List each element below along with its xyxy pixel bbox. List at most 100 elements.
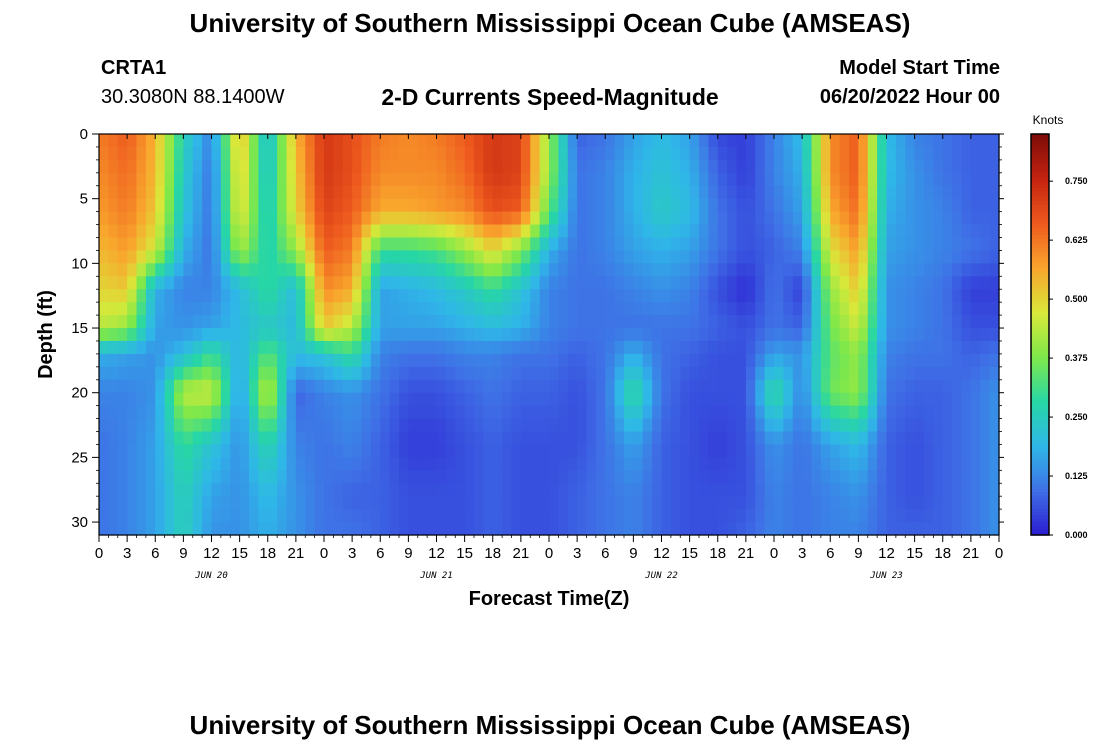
heatmap-cell: [717, 509, 728, 523]
heatmap-cell: [764, 392, 775, 407]
heatmap-cell: [530, 379, 541, 394]
heatmap-cell: [408, 198, 419, 213]
x-tick-label: 0: [545, 545, 553, 562]
heatmap-cell: [961, 496, 972, 510]
heatmap-cell: [520, 198, 531, 213]
heatmap-cell: [230, 509, 241, 523]
heatmap-cell: [577, 198, 588, 213]
heatmap-cell: [436, 444, 447, 458]
heatmap-cell: [389, 340, 400, 355]
heatmap-cell: [605, 328, 616, 342]
heatmap-cell: [145, 444, 156, 458]
heatmap-cell: [652, 444, 663, 458]
heatmap-cell: [605, 315, 616, 329]
heatmap-cell: [267, 328, 278, 342]
heatmap-cell: [689, 496, 700, 510]
heatmap-cell: [164, 470, 175, 484]
heatmap-cell: [577, 509, 588, 523]
heatmap-cell: [483, 328, 494, 342]
heatmap-cell: [474, 289, 484, 303]
heatmap-cell: [642, 237, 653, 252]
heatmap-cell: [427, 353, 438, 368]
heatmap-cell: [408, 457, 419, 471]
heatmap-cell: [164, 457, 175, 471]
heatmap-cell: [474, 263, 484, 277]
heatmap-cell: [117, 353, 128, 368]
heatmap-cell: [192, 328, 203, 342]
heatmap-cell: [117, 315, 128, 329]
heatmap-cell: [830, 134, 841, 148]
heatmap-cell: [867, 483, 878, 497]
heatmap-cell: [670, 250, 681, 264]
heatmap-cell: [849, 211, 859, 226]
heatmap-cell: [361, 457, 372, 471]
colorbar-segment: [1031, 414, 1049, 419]
heatmap-cell: [474, 405, 484, 420]
heatmap-cell: [380, 328, 391, 342]
heatmap-cell: [502, 289, 513, 303]
heatmap-cell: [755, 276, 766, 290]
heatmap-cell: [352, 496, 363, 510]
heatmap-cell: [174, 146, 184, 161]
heatmap-cell: [595, 418, 606, 433]
heatmap-cell: [792, 289, 803, 303]
heatmap-cell: [624, 224, 634, 239]
heatmap-cell: [595, 276, 606, 290]
colorbar-segment: [1031, 408, 1049, 412]
heatmap-cell: [661, 340, 672, 355]
heatmap-cell: [361, 211, 372, 226]
heatmap-cell: [877, 418, 888, 433]
colorbar-segment: [1031, 140, 1049, 145]
heatmap-cell: [614, 159, 625, 174]
heatmap-cell: [361, 509, 372, 523]
heatmap-cell: [324, 379, 334, 394]
heatmap-cell: [745, 302, 756, 316]
heatmap-cell: [267, 457, 278, 471]
heatmap-cell: [614, 340, 625, 355]
heatmap-cell: [445, 172, 456, 187]
heatmap-cell: [211, 405, 222, 420]
heatmap-cell: [230, 276, 241, 290]
heatmap-cell: [455, 457, 466, 471]
heatmap-cell: [117, 444, 128, 458]
heatmap-cell: [305, 211, 316, 226]
heatmap-cell: [895, 353, 906, 368]
heatmap-cell: [314, 522, 325, 536]
heatmap-cell: [220, 444, 231, 458]
colorbar-segment: [1031, 227, 1049, 232]
heatmap-cell: [389, 366, 400, 381]
heatmap-cell: [408, 470, 419, 484]
heatmap-cell: [952, 224, 963, 239]
heatmap-cell: [736, 457, 747, 471]
heatmap-cell: [155, 146, 166, 161]
heatmap-cell: [764, 522, 775, 536]
heatmap-cell: [839, 263, 850, 277]
heatmap-cell: [464, 159, 475, 174]
heatmap-cell: [155, 289, 166, 303]
heatmap-cell: [333, 405, 344, 420]
heatmap-cell: [820, 302, 831, 316]
heatmap-cell: [220, 418, 231, 433]
heatmap-cell: [567, 146, 578, 161]
heatmap-cell: [286, 340, 297, 355]
heatmap-cell: [145, 198, 156, 213]
heatmap-cell: [764, 418, 775, 433]
heatmap-cell: [417, 470, 428, 484]
heatmap-cell: [520, 134, 531, 148]
colorbar-segment: [1031, 428, 1049, 433]
heatmap-cell: [127, 263, 138, 277]
heatmap-cell: [230, 302, 241, 316]
heatmap-cell: [783, 211, 794, 226]
heatmap-cell: [642, 302, 653, 316]
heatmap-cell: [408, 315, 419, 329]
heatmap-cell: [783, 315, 794, 329]
heatmap-cell: [99, 276, 109, 290]
heatmap-cell: [464, 276, 475, 290]
colorbar-segment: [1031, 250, 1049, 255]
heatmap-cell: [858, 134, 869, 148]
heatmap-cell: [108, 509, 119, 523]
heatmap-cell: [333, 224, 344, 239]
heatmap-cell: [145, 224, 156, 239]
heatmap-cell: [520, 302, 531, 316]
heatmap-cell: [952, 483, 963, 497]
